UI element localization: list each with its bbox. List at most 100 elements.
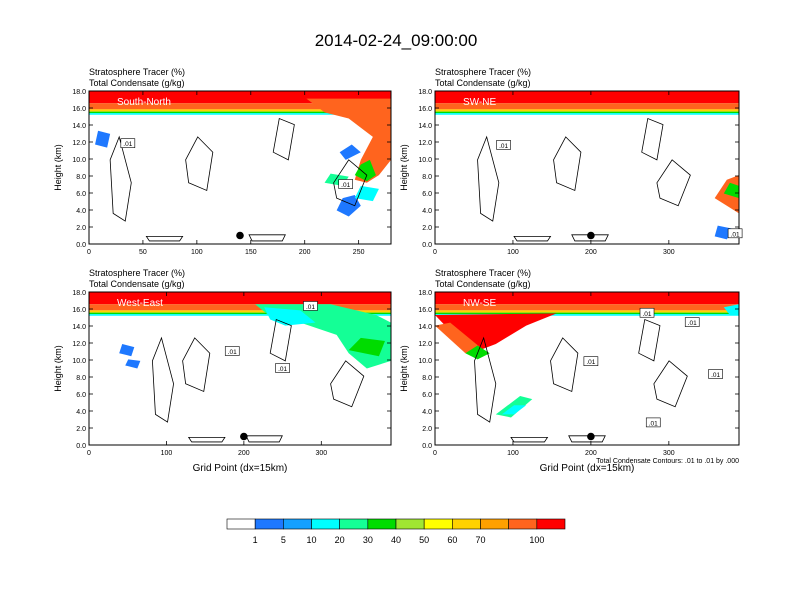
- panel-title-line: Stratosphere Tracer (%): [435, 67, 531, 77]
- y-tick-label: 4.0: [76, 208, 86, 215]
- tracer-shading: [435, 113, 739, 115]
- contour-label: .01: [228, 349, 237, 356]
- tracer-shading: [723, 304, 739, 315]
- condensate-contour: [550, 337, 579, 393]
- y-tick-label: 16.0: [72, 307, 86, 314]
- contour-label-box: [224, 346, 240, 356]
- colorbar-swatch: [536, 518, 566, 530]
- x-tick-label: 0: [87, 450, 91, 457]
- condensate-contour: [272, 117, 295, 161]
- y-tick-label: 12.0: [418, 140, 432, 147]
- contour-label: .01: [642, 311, 651, 318]
- plot-area: [89, 91, 391, 244]
- y-tick-label: 10.0: [72, 157, 86, 164]
- contour-label-box: [338, 179, 354, 189]
- condensate-contour: [474, 336, 497, 423]
- y-tick-label: 16.0: [418, 307, 432, 314]
- panel-south-north: South-North Stratosphere Tracer (%)Total …: [53, 67, 392, 256]
- y-tick-label: 18.0: [418, 89, 432, 96]
- y-tick-label: 4.0: [422, 409, 432, 416]
- panel-title-line: Total Condensate (g/kg): [89, 78, 185, 88]
- y-tick-label: 12.0: [72, 140, 86, 147]
- plot-area: [435, 91, 739, 244]
- tracer-shading: [354, 159, 376, 182]
- x-tick-label: 100: [161, 450, 173, 457]
- condensate-contour: [248, 234, 286, 242]
- y-tick-label: 6.0: [76, 392, 86, 399]
- y-tick-label: 8.0: [422, 375, 432, 382]
- y-tick-label: 14.0: [72, 123, 86, 130]
- condensate-contour: [653, 360, 688, 408]
- condensate-contour: [638, 318, 661, 362]
- y-tick-label: 8.0: [76, 375, 86, 382]
- condensate-contour: [553, 136, 582, 192]
- y-tick-label: 2.0: [76, 426, 86, 433]
- x-tick-label: 100: [191, 249, 203, 256]
- tracer-shading: [501, 405, 527, 415]
- contour-label-box: [727, 228, 743, 239]
- x-tick-label: 50: [139, 249, 147, 256]
- panel-title-line: Total Condensate (g/kg): [435, 279, 531, 289]
- tracer-shading: [89, 111, 391, 114]
- colorbar-swatch: [480, 518, 509, 530]
- y-tick-label: 12.0: [418, 341, 432, 348]
- contour-label-box: [684, 317, 700, 327]
- contour-label-box: [275, 363, 290, 373]
- y-tick-label: 0.0: [76, 443, 86, 450]
- panel-nw-se: NW-SE Stratosphere Tracer (%)Total Conden…: [399, 268, 740, 474]
- tracer-shading: [348, 337, 385, 357]
- condensate-contour: [109, 135, 132, 222]
- x-tick-label: 0: [87, 249, 91, 256]
- y-tick-label: 0.0: [76, 242, 86, 249]
- colorbar-label: 30: [363, 535, 373, 545]
- colorbar-swatch: [254, 518, 284, 530]
- panel-title-line: Stratosphere Tracer (%): [89, 268, 185, 278]
- x-tick-label: 250: [353, 249, 365, 256]
- x-tick-label: 200: [299, 249, 311, 256]
- x-tick-label: 0: [433, 450, 437, 457]
- y-tick-label: 10.0: [418, 157, 432, 164]
- x-tick-label: 0: [433, 249, 437, 256]
- y-tick-label: 14.0: [418, 123, 432, 130]
- tracer-shading: [435, 111, 739, 114]
- section-label: NW-SE: [463, 298, 496, 309]
- panel-title-line: Stratosphere Tracer (%): [89, 67, 185, 77]
- y-tick-label: 16.0: [72, 106, 86, 113]
- x-tick-label: 200: [585, 249, 597, 256]
- y-axis-label: Height (km): [399, 345, 409, 392]
- y-tick-label: 6.0: [422, 392, 432, 399]
- colorbar-swatch: [508, 518, 538, 530]
- y-tick-label: 0.0: [422, 443, 432, 450]
- contour-label-box: [496, 140, 511, 150]
- tracer-shading: [435, 103, 739, 110]
- condensate-contour: [187, 436, 226, 443]
- colorbar: 1 5 10 20 30 40 50 60 70 100: [226, 518, 566, 545]
- y-tick-label: 2.0: [76, 225, 86, 232]
- y-tick-label: 2.0: [422, 426, 432, 433]
- condensate-contour: [185, 136, 214, 192]
- y-tick-label: 4.0: [76, 409, 86, 416]
- colorbar-label: 100: [529, 535, 544, 545]
- tracer-shading: [435, 292, 739, 305]
- tracer-shading: [435, 91, 739, 104]
- x-tick-label: 200: [238, 450, 250, 457]
- x-axis-label: Grid Point (dx=15km): [193, 463, 288, 474]
- condensate-contour: [656, 159, 691, 207]
- contour-label-box: [639, 307, 655, 318]
- contour-label: .01: [731, 231, 740, 238]
- colorbar-swatch: [452, 518, 481, 530]
- colorbar-label: 40: [391, 535, 401, 545]
- x-tick-label: 300: [663, 450, 675, 457]
- contour-label: .01: [711, 372, 720, 379]
- section-label: West-East: [117, 298, 163, 309]
- colorbar-swatch: [423, 518, 453, 530]
- panel-title-line: Stratosphere Tracer (%): [435, 268, 531, 278]
- panel-title-line: Total Condensate (g/kg): [435, 78, 531, 88]
- tracer-shading: [89, 109, 391, 112]
- section-label: SW-NE: [463, 97, 496, 108]
- y-tick-label: 18.0: [72, 89, 86, 96]
- colorbar-label: 5: [281, 535, 286, 545]
- contour-label: .01: [306, 304, 315, 311]
- x-tick-label: 100: [507, 249, 519, 256]
